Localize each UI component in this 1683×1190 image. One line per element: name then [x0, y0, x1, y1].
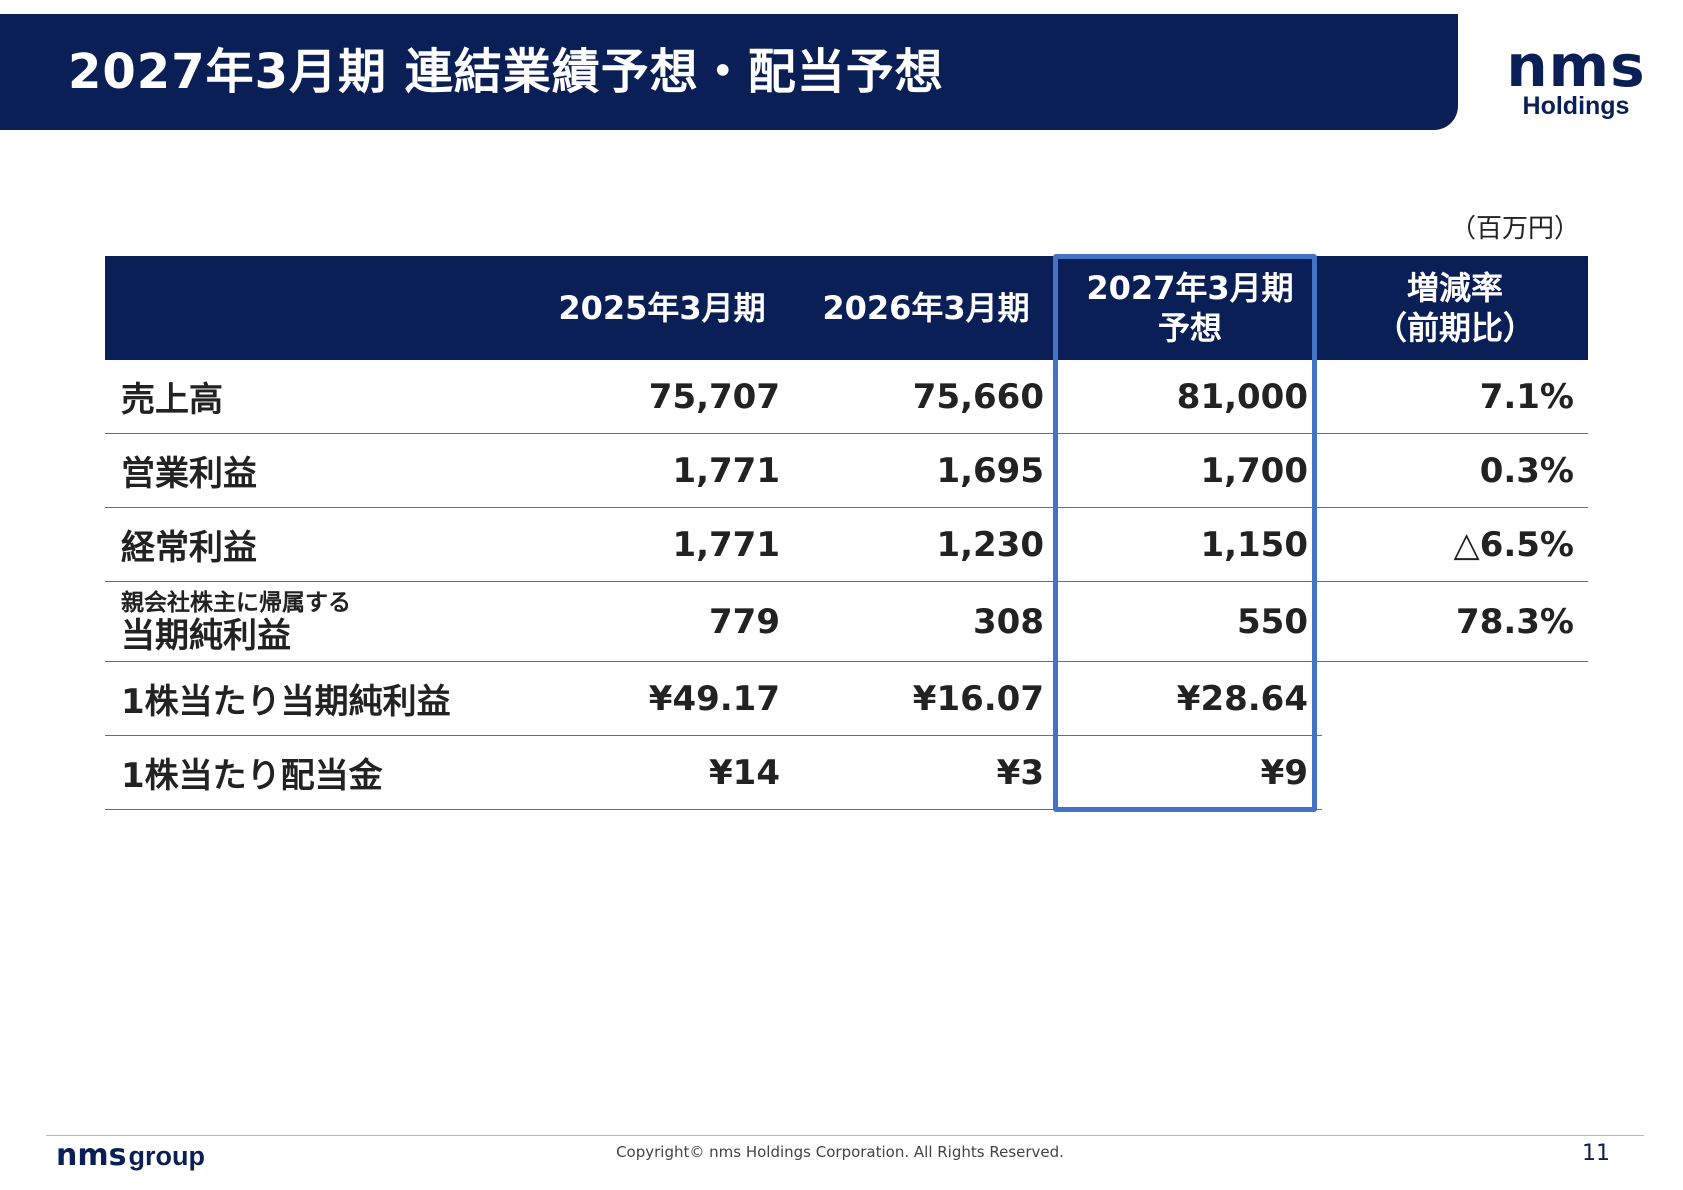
cell-rate: △6.5% — [1322, 507, 1588, 582]
cell-fy2027: 550 — [1058, 581, 1322, 662]
cell-fy2026: 1,695 — [794, 433, 1058, 508]
table-row: 1株当たり当期純利益 ¥49.17 ¥16.07 ¥28.64 — [105, 661, 1588, 736]
row-label: 1株当たり当期純利益 — [105, 661, 530, 736]
cell-fy2027: 1,150 — [1058, 507, 1322, 582]
cell-fy2026: 308 — [794, 581, 1058, 662]
footer-logo: nmsgroup — [56, 1138, 205, 1173]
row-label: 当期純利益 — [121, 615, 291, 656]
logo-subtitle: Holdings — [1522, 92, 1630, 120]
table-row: 親会社株主に帰属する 当期純利益 779 308 550 78.3% — [105, 581, 1588, 662]
header-rate: 増減率 （前期比） — [1322, 256, 1588, 360]
page-number: 11 — [1582, 1141, 1610, 1166]
table-row: 売上高 75,707 75,660 81,000 7.1% — [105, 360, 1588, 434]
header-fy2027: 2027年3月期 予想 — [1058, 256, 1322, 360]
cell-fy2025: ¥49.17 — [530, 661, 794, 736]
cell-fy2025: 1,771 — [530, 507, 794, 582]
footer-logo-word: group — [128, 1141, 205, 1171]
cell-fy2026: ¥16.07 — [794, 661, 1058, 736]
header-rate-sub: （前期比） — [1374, 309, 1535, 347]
row-label: 売上高 — [105, 360, 530, 434]
cell-fy2027: ¥9 — [1058, 735, 1322, 810]
header-fy2025: 2025年3月期 — [530, 256, 794, 360]
cell-rate — [1322, 662, 1588, 736]
row-label: 経常利益 — [105, 507, 530, 582]
cell-fy2025: ¥14 — [530, 735, 794, 810]
company-logo: nms Holdings — [1496, 36, 1656, 126]
footer-logo-mark: nms — [56, 1138, 127, 1173]
cell-fy2027: ¥28.64 — [1058, 661, 1322, 736]
cell-fy2026: 1,230 — [794, 507, 1058, 582]
cell-rate: 78.3% — [1322, 581, 1588, 662]
table-row: 1株当たり配当金 ¥14 ¥3 ¥9 — [105, 735, 1588, 810]
unit-label: （百万円） — [1449, 214, 1580, 244]
logo-mark: nms — [1506, 32, 1646, 100]
cell-rate — [1322, 736, 1588, 810]
cell-fy2027: 1,700 — [1058, 433, 1322, 508]
row-label-group: 親会社株主に帰属する 当期純利益 — [105, 581, 530, 662]
row-label: 1株当たり配当金 — [105, 735, 530, 810]
table-row: 経常利益 1,771 1,230 1,150 △6.5% — [105, 507, 1588, 582]
title-bar: 2027年3月期 連結業績予想・配当予想 — [0, 14, 1458, 130]
header-fy2027-label: 2027年3月期 — [1086, 269, 1294, 307]
cell-fy2026: ¥3 — [794, 735, 1058, 810]
cell-fy2026: 75,660 — [794, 360, 1058, 434]
table-header-row: 2025年3月期 2026年3月期 2027年3月期 予想 増減率 （前期比） — [105, 256, 1588, 360]
cell-rate: 7.1% — [1322, 360, 1588, 434]
header-rate-label: 増減率 — [1406, 269, 1503, 307]
copyright-text: Copyright© nms Holdings Corporation. All… — [616, 1143, 1064, 1161]
cell-fy2027: 81,000 — [1058, 360, 1322, 434]
header-fy2026: 2026年3月期 — [794, 256, 1058, 360]
table-row: 営業利益 1,771 1,695 1,700 0.3% — [105, 433, 1588, 508]
cell-fy2025: 779 — [530, 581, 794, 662]
header-blank — [105, 256, 530, 360]
header-forecast-label: 予想 — [1157, 309, 1222, 347]
cell-fy2025: 75,707 — [530, 360, 794, 434]
cell-rate: 0.3% — [1322, 433, 1588, 508]
page-title: 2027年3月期 連結業績予想・配当予想 — [68, 44, 944, 100]
cell-fy2025: 1,771 — [530, 433, 794, 508]
forecast-table: 2025年3月期 2026年3月期 2027年3月期 予想 増減率 （前期比） … — [105, 256, 1588, 810]
footer-divider — [46, 1135, 1644, 1136]
row-label: 営業利益 — [105, 433, 530, 508]
row-label-prefix: 親会社株主に帰属する — [121, 589, 351, 616]
